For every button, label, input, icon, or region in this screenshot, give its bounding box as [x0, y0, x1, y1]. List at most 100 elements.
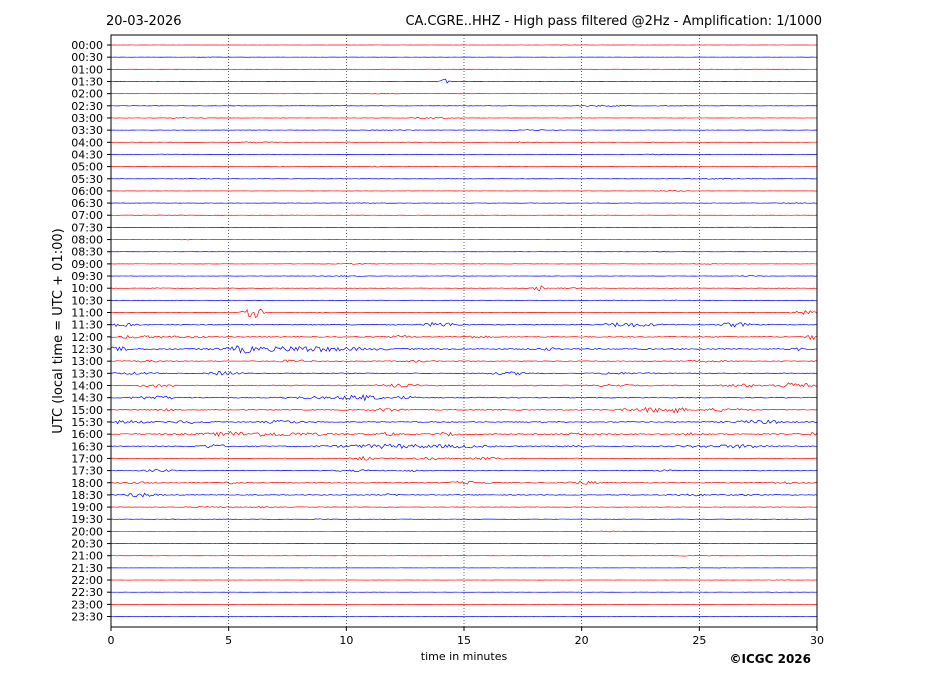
y-tick-label: 18:00 — [71, 477, 103, 490]
y-axis-label: UTC (local time = UTC + 01:00) — [51, 228, 66, 433]
y-tick-label: 20:30 — [71, 538, 103, 551]
y-tick-label: 02:00 — [71, 88, 103, 101]
trace-0430 — [110, 153, 818, 156]
trace-1130 — [110, 321, 818, 328]
y-tick-label: 16:00 — [71, 428, 103, 441]
y-tick-label: 17:30 — [71, 465, 103, 478]
trace-0930 — [110, 275, 818, 277]
trace-0530 — [110, 177, 818, 180]
y-tick-label: 07:00 — [71, 209, 103, 222]
y-tick-label: 13:00 — [71, 355, 103, 368]
y-tick-label: 07:30 — [71, 221, 103, 234]
y-tick-label: 06:30 — [71, 197, 103, 210]
y-tick-label: 01:00 — [71, 63, 103, 76]
trace-0130 — [110, 78, 818, 84]
trace-1730 — [110, 469, 818, 472]
y-tick-label: 21:00 — [71, 550, 103, 563]
trace-2000 — [110, 530, 818, 533]
trace-1230 — [110, 345, 818, 354]
y-tick-label: 23:00 — [71, 598, 103, 611]
trace-1930 — [110, 518, 818, 521]
x-tick-label: 15 — [457, 634, 471, 647]
y-tick-label: 05:00 — [71, 161, 103, 174]
trace-1330 — [110, 371, 818, 376]
y-tick-label: 20:00 — [71, 525, 103, 538]
chart-date: 20-03-2026 — [106, 14, 182, 29]
y-tick-label: 10:00 — [71, 282, 103, 295]
trace-0230 — [110, 104, 818, 107]
trace-0600 — [110, 190, 818, 192]
y-tick-label: 13:30 — [71, 367, 103, 380]
trace-0330 — [110, 129, 818, 131]
x-tick-label: 0 — [108, 634, 115, 647]
y-tick-label: 00:00 — [71, 39, 103, 52]
y-tick-label: 01:30 — [71, 75, 103, 88]
y-tick-label: 19:00 — [71, 501, 103, 514]
y-tick-label: 02:30 — [71, 100, 103, 113]
x-tick-label: 30 — [810, 634, 824, 647]
trace-1700 — [110, 455, 818, 461]
x-tick-label: 25 — [692, 634, 706, 647]
trace-0500 — [110, 165, 818, 168]
trace-1530 — [110, 419, 818, 425]
chart-title: CA.CGRE..HHZ - High pass filtered @2Hz -… — [405, 14, 822, 29]
trace-2100 — [110, 555, 818, 557]
y-tick-label: 09:00 — [71, 258, 103, 271]
trace-1400 — [110, 382, 818, 388]
x-tick-label: 20 — [575, 634, 589, 647]
trace-0800 — [110, 238, 818, 241]
y-tick-label: 18:30 — [71, 489, 103, 502]
trace-0200 — [110, 92, 818, 95]
trace-0400 — [110, 141, 818, 144]
y-tick-label: 14:30 — [71, 392, 103, 405]
y-tick-label: 17:00 — [71, 452, 103, 465]
trace-1000 — [110, 285, 818, 292]
trace-1030 — [110, 299, 818, 302]
trace-0100 — [110, 68, 818, 70]
trace-1900 — [110, 505, 818, 509]
y-tick-label: 14:00 — [71, 379, 103, 392]
y-tick-label: 21:30 — [71, 562, 103, 575]
y-tick-label: 05:30 — [71, 173, 103, 186]
trace-1100 — [110, 308, 818, 319]
y-tick-label: 06:00 — [71, 185, 103, 198]
y-tick-label: 08:00 — [71, 234, 103, 247]
trace-1300 — [110, 359, 818, 363]
trace-1830 — [110, 492, 818, 498]
y-tick-label: 23:30 — [71, 611, 103, 624]
y-tick-label: 22:30 — [71, 586, 103, 599]
y-tick-label: 08:30 — [71, 246, 103, 259]
y-tick-label: 15:30 — [71, 416, 103, 429]
trace-1430 — [110, 394, 818, 402]
trace-0730 — [110, 226, 818, 229]
trace-1630 — [110, 443, 817, 450]
y-tick-label: 03:30 — [71, 124, 103, 137]
y-tick-label: 16:30 — [71, 440, 103, 453]
y-tick-label: 00:30 — [71, 51, 103, 64]
y-tick-label: 04:30 — [71, 148, 103, 161]
x-axis-ticks: 0 5 10 15 20 25 30 — [108, 627, 824, 647]
y-tick-label: 22:00 — [71, 574, 103, 587]
y-tick-label: 19:30 — [71, 513, 103, 526]
y-tick-label: 04:00 — [71, 136, 103, 149]
y-tick-label: 15:00 — [71, 404, 103, 417]
y-tick-label: 03:00 — [71, 112, 103, 125]
y-tick-label: 11:30 — [71, 319, 103, 332]
trace-1500 — [110, 406, 818, 414]
y-tick-label: 12:00 — [71, 331, 103, 344]
trace-0300 — [110, 117, 818, 119]
trace-1600 — [110, 431, 818, 438]
trace-1200 — [110, 334, 818, 341]
y-axis-ticks: 00:0000:3001:0001:3002:0002:3003:0003:30… — [71, 39, 111, 624]
trace-0630 — [110, 202, 818, 204]
y-tick-label: 09:30 — [71, 270, 103, 283]
trace-1800 — [110, 480, 818, 485]
y-tick-label: 11:00 — [71, 307, 103, 320]
x-tick-label: 10 — [339, 634, 353, 647]
y-tick-label: 12:30 — [71, 343, 103, 356]
x-axis-label: time in minutes — [421, 650, 508, 663]
y-tick-label: 10:30 — [71, 294, 103, 307]
x-tick-label: 5 — [225, 634, 232, 647]
